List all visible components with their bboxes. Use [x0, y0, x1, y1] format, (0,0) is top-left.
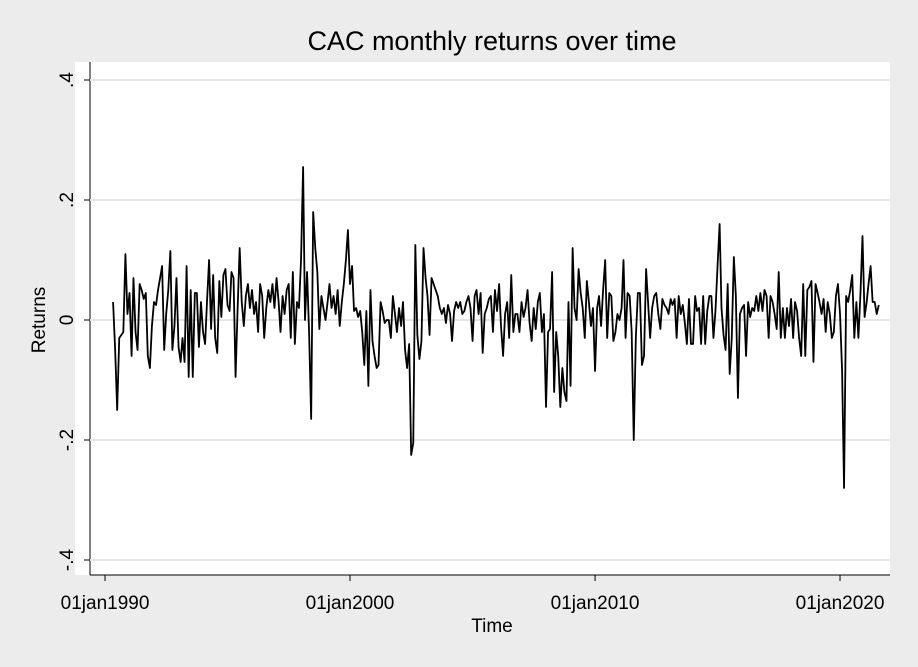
returns-line	[112, 166, 880, 489]
x-axis-title: Time	[471, 616, 513, 637]
y-axis-title: Returns	[29, 287, 50, 354]
y-tick-label: -.4	[57, 548, 78, 571]
y-tick-label: .2	[57, 192, 78, 208]
x-tick-label: 01jan1990	[61, 593, 150, 614]
x-tick-label: 01jan2020	[796, 593, 885, 614]
x-tick-label: 01jan2010	[551, 593, 640, 614]
y-tick-label: 0	[57, 315, 78, 326]
y-tick-label: .4	[57, 72, 78, 88]
chart-title: CAC monthly returns over time	[307, 26, 676, 56]
x-tick-label: 01jan2000	[306, 593, 395, 614]
y-tick-label: -.2	[57, 429, 78, 451]
